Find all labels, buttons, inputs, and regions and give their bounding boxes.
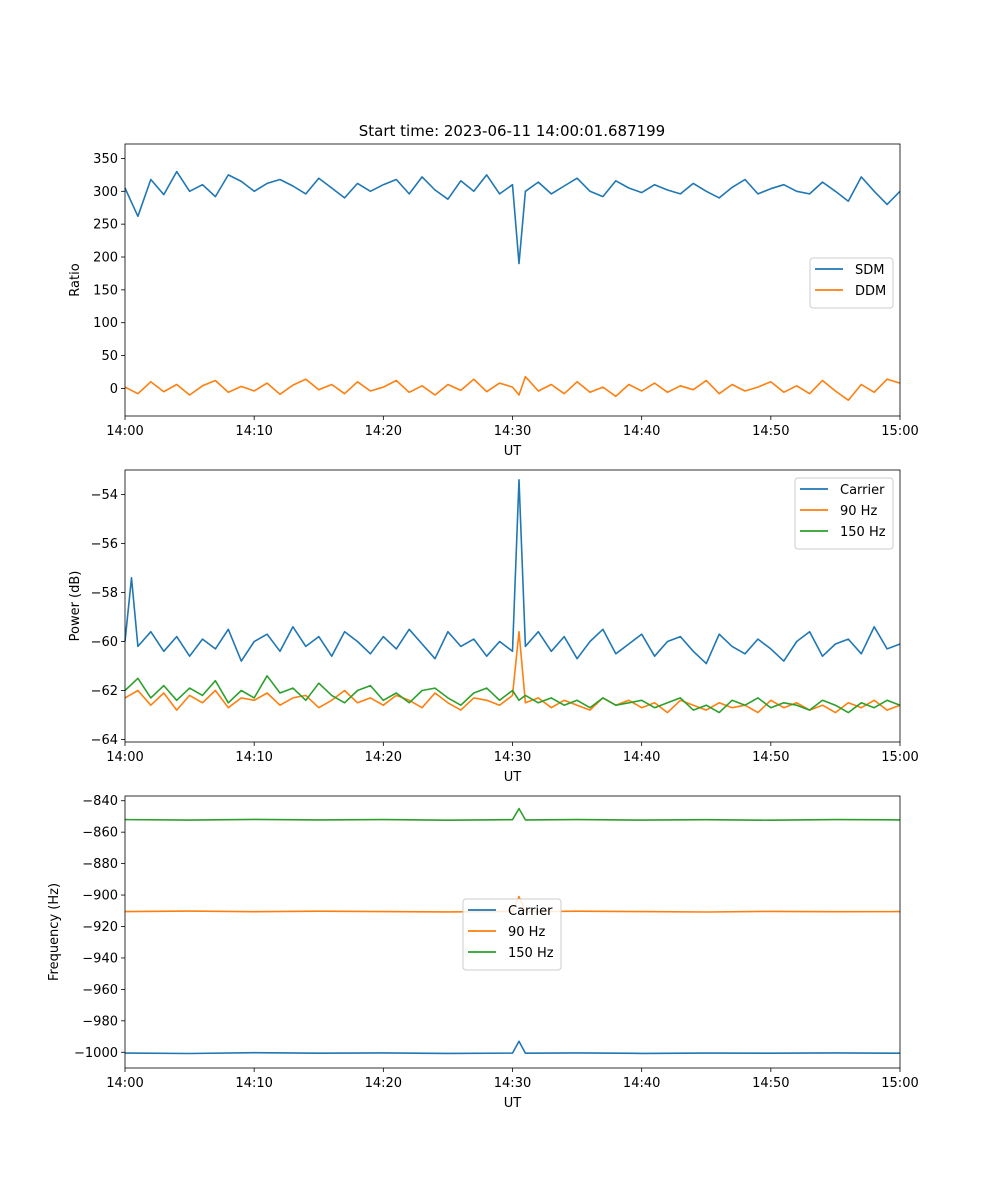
- y-tick-label: −54: [91, 488, 118, 503]
- x-tick-label: 15:00: [881, 424, 918, 439]
- legend-label-90-hz: 90 Hz: [508, 925, 545, 940]
- y-tick-label: −56: [91, 537, 118, 552]
- y-tick-label: 200: [93, 251, 118, 266]
- legend-label-150-hz: 150 Hz: [840, 525, 886, 540]
- legend-label-carrier: Carrier: [840, 483, 885, 498]
- y-axis-label: Frequency (Hz): [47, 883, 62, 981]
- y-tick-label: −920: [82, 920, 118, 935]
- x-tick-label: 14:10: [235, 424, 272, 439]
- figure-title: Start time: 2023-06-11 14:00:01.687199: [359, 122, 665, 140]
- x-tick-label: 14:20: [365, 424, 402, 439]
- y-axis-label: Power (dB): [68, 571, 83, 642]
- series-line-carrier: [124, 478, 901, 665]
- x-tick-label: 14:40: [623, 424, 660, 439]
- x-tick-label: 14:40: [623, 1076, 660, 1091]
- x-tick-label: 14:10: [235, 1076, 272, 1091]
- ratio-panel: 14:00 14:10 14:20 14:30 14:40 14:50 15:00 0 50 10…: [68, 143, 919, 459]
- y-tick-label: 150: [93, 283, 118, 298]
- series-line-carrier: [124, 1040, 901, 1055]
- y-tick-label: −58: [91, 586, 118, 601]
- y-tick-label: −880: [82, 857, 118, 872]
- y-tick-label: −64: [91, 733, 118, 748]
- legend-label-carrier: Carrier: [508, 904, 553, 919]
- x-tick-label: 14:00: [106, 750, 143, 765]
- power-panel: 14:00 14:10 14:20 14:30 14:40 14:50 15:00 −64 −6…: [68, 469, 919, 785]
- y-tick-label: −960: [82, 983, 118, 998]
- y-tick-label: −940: [82, 951, 118, 966]
- series-line-150-hz: [124, 674, 901, 714]
- x-tick-label: 14:50: [752, 424, 789, 439]
- x-tick-label: 14:50: [752, 1076, 789, 1091]
- x-axis-label: UT: [504, 1096, 522, 1111]
- x-tick-label: 14:30: [494, 1076, 531, 1091]
- x-tick-label: 14:30: [494, 750, 531, 765]
- y-tick-label: −62: [91, 684, 118, 699]
- y-tick-label: 0: [110, 382, 118, 397]
- y-tick-label: −860: [82, 826, 118, 841]
- y-axis-label: Ratio: [68, 263, 83, 296]
- y-tick-label: 100: [93, 316, 118, 331]
- x-tick-label: 14:00: [106, 1076, 143, 1091]
- x-tick-label: 14:30: [494, 424, 531, 439]
- series-line-150-hz: [124, 807, 901, 822]
- x-tick-label: 14:40: [623, 750, 660, 765]
- x-tick-label: 15:00: [881, 1076, 918, 1091]
- x-tick-label: 14:00: [106, 424, 143, 439]
- legend-label-150-hz: 150 Hz: [508, 946, 554, 961]
- x-axis-label: UT: [504, 770, 522, 785]
- y-tick-label: −60: [91, 635, 118, 650]
- x-tick-label: 15:00: [881, 750, 918, 765]
- legend-label-ddm: DDM: [855, 284, 886, 299]
- y-tick-label: −900: [82, 889, 118, 904]
- y-tick-label: 350: [93, 152, 118, 167]
- legend: Carrier 90 Hz 150 Hz: [794, 477, 894, 550]
- y-tick-label: 250: [93, 218, 118, 233]
- y-tick-label: −980: [82, 1014, 118, 1029]
- legend-label-90-hz: 90 Hz: [840, 504, 877, 519]
- y-tick-label: −840: [82, 794, 118, 809]
- y-tick-label: 50: [101, 349, 118, 364]
- x-tick-label: 14:50: [752, 750, 789, 765]
- legend: SDM DDM: [809, 257, 894, 309]
- x-tick-label: 14:10: [235, 750, 272, 765]
- x-axis-label: UT: [504, 444, 522, 459]
- y-tick-label: −1000: [74, 1046, 118, 1061]
- x-tick-label: 14:20: [365, 1076, 402, 1091]
- y-tick-label: 300: [93, 185, 118, 200]
- legend-label-sdm: SDM: [855, 263, 884, 278]
- legend: Carrier 90 Hz 150 Hz: [462, 898, 562, 971]
- x-tick-label: 14:20: [365, 750, 402, 765]
- legend-box: [809, 257, 894, 309]
- series-line-ddm: [124, 375, 901, 402]
- series-line-sdm: [124, 170, 901, 265]
- frequency-panel: 14:00 14:10 14:20 14:30 14:40 14:50 15:00 −1000…: [47, 794, 919, 1111]
- series-line-90-hz: [124, 630, 901, 714]
- series-line-90-hz: [124, 895, 901, 913]
